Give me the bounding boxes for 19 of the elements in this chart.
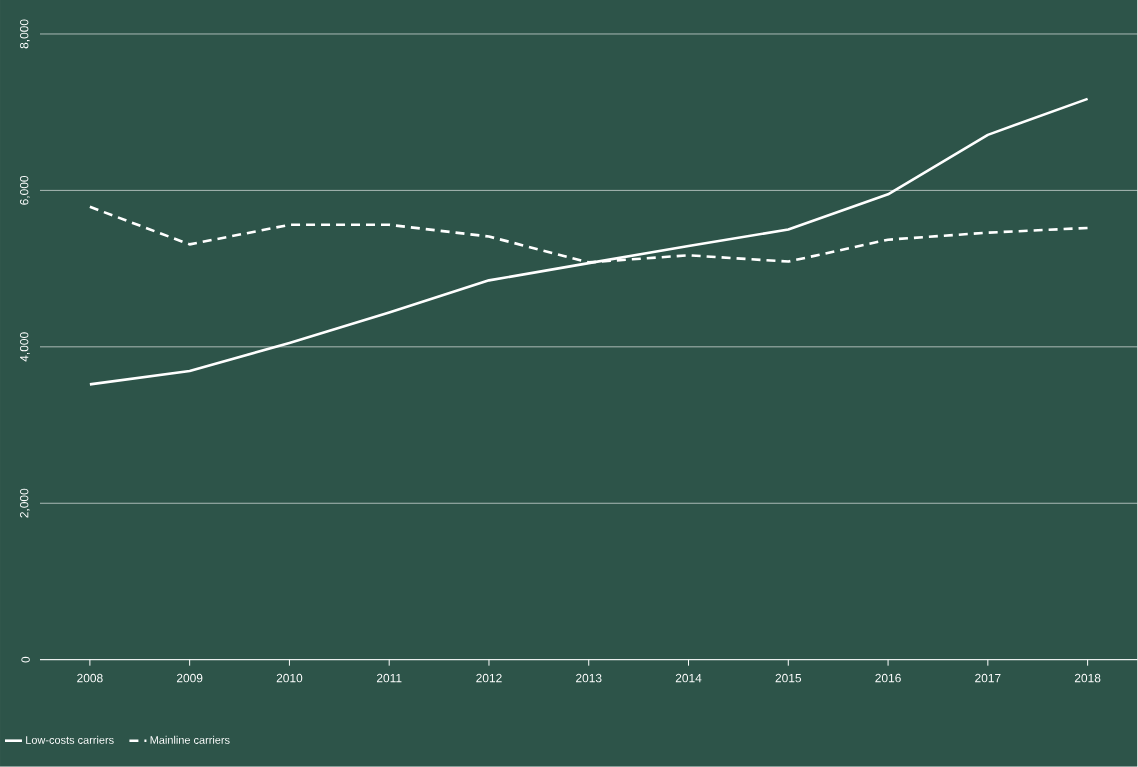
y-tick-label: 6,000: [19, 176, 30, 205]
x-tick-label: 2015: [775, 674, 802, 683]
x-tick-label: 2018: [1074, 674, 1101, 683]
x-tick-label: 2014: [675, 674, 702, 683]
legend-label: Low-costs carriers: [26, 736, 114, 745]
y-tick-label: 4,000: [19, 332, 30, 362]
line-series: [88, 97, 1089, 386]
x-tick-label: 2011: [376, 674, 402, 683]
x-tick-label: 2009: [176, 674, 203, 683]
y-tick-label: 2,000: [19, 488, 30, 518]
x-tick-label: 2016: [875, 674, 901, 683]
x-tick-label: 2008: [77, 674, 103, 683]
x-tick-label: 2012: [476, 674, 502, 683]
y-tick-label: 8,000: [19, 19, 30, 49]
x-tick-label: 2017: [975, 674, 1001, 683]
legend-label: Mainline carriers: [150, 736, 230, 745]
x-tick-label: 2013: [576, 674, 602, 683]
y-tick-label: 0: [21, 657, 30, 663]
x-tick-label: 2010: [276, 674, 303, 683]
